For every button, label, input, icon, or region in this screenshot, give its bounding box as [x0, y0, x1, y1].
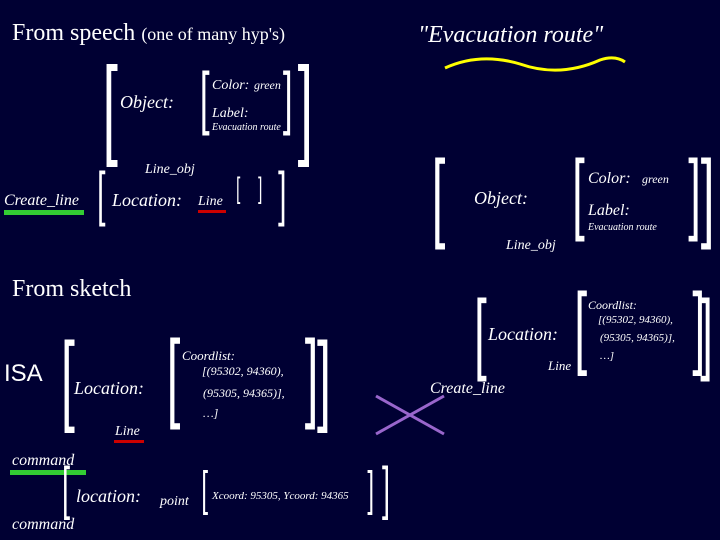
bracket-open-icon: [: [474, 288, 487, 378]
heading-from-speech-text: From speech: [12, 20, 135, 46]
sketch-left-coordlist: Coordlist:: [182, 348, 235, 364]
sketch-right-location: Location:: [488, 324, 558, 345]
command-point: point: [160, 494, 189, 510]
right-color-label: Color:: [588, 170, 631, 188]
right-color-value: green: [642, 172, 669, 187]
sketch-right-coordlist: Coordlist:: [588, 298, 637, 313]
sketch-right-line: Line: [548, 358, 571, 374]
isa-label: ISA: [4, 360, 43, 388]
bracket-open-icon: [: [236, 174, 240, 204]
right-line-obj: Line_obj: [506, 238, 556, 254]
location-label: Location:: [112, 190, 182, 211]
command-label-2: command: [12, 516, 74, 534]
bracket-close-icon: ]: [692, 280, 705, 372]
right-label-label: Label:: [588, 202, 630, 220]
object-label: Object:: [120, 92, 174, 113]
line-label: Line: [198, 194, 223, 210]
bracket-open-icon: [: [97, 164, 105, 224]
sketch-left-coord3: …]: [203, 406, 218, 421]
sketch-left-line: Line: [115, 424, 140, 440]
bracket-open-icon: [: [572, 148, 585, 238]
label-value: Evacuation route: [212, 122, 281, 133]
bracket-close-icon: ]: [317, 328, 331, 428]
bracket-open-icon: [: [200, 62, 210, 132]
label-label: Label:: [212, 106, 249, 122]
sketch-left-coord2: (95305, 94365)],: [203, 386, 285, 401]
sketch-right-coord3: …]: [600, 350, 614, 362]
bracket-open-icon: [: [103, 52, 118, 162]
bracket-close-icon: ]: [701, 146, 715, 244]
bracket-close-icon: ]: [367, 466, 374, 514]
quote-open: ": [418, 22, 428, 48]
red-underline-icon: [114, 440, 146, 444]
color-label: Color:: [212, 78, 249, 94]
bracket-close-icon: ]: [278, 164, 286, 224]
command-xcoord: Xcoord: 95305, Ycoord: 94365: [212, 490, 349, 502]
yellow-scribble-icon: [440, 50, 630, 80]
bracket-open-icon: [: [61, 328, 75, 428]
bracket-close-icon: ]: [283, 62, 293, 132]
purple-x-icon: [370, 390, 450, 440]
bracket-open-icon: [: [167, 326, 181, 424]
bracket-close-icon: ]: [382, 460, 390, 518]
right-label-value: Evacuation route: [588, 222, 657, 233]
sketch-left-location: Location:: [74, 378, 144, 399]
line-obj-label: Line_obj: [145, 162, 195, 178]
red-underline-icon: [198, 210, 228, 214]
heading-from-sketch: From sketch: [12, 276, 131, 303]
color-value: green: [254, 78, 281, 93]
create-line-label: Create_line: [4, 192, 79, 210]
quote-close: ": [593, 22, 603, 48]
bracket-open-icon: [: [62, 460, 70, 518]
heading-from-speech-sub: (one of many hyp's): [141, 24, 285, 44]
sketch-right-coord2: (95305, 94365)],: [600, 332, 675, 344]
sketch-right-coord1: [(95302, 94360),: [598, 314, 673, 326]
bracket-open-icon: [: [432, 146, 446, 244]
bracket-close-icon: ]: [298, 52, 313, 162]
bracket-open-icon: [: [574, 280, 587, 372]
bracket-close-icon: ]: [688, 148, 701, 238]
bracket-close-icon: ]: [305, 326, 319, 424]
bracket-close-icon: ]: [258, 174, 262, 204]
sketch-left-coord1: [(95302, 94360),: [202, 364, 284, 379]
heading-from-speech: From speech (one of many hyp's): [12, 20, 285, 47]
heading-evac-route-text: Evacuation route: [428, 22, 593, 48]
heading-evac-route: "Evacuation route": [418, 22, 603, 49]
right-object-label: Object:: [474, 188, 528, 209]
bracket-open-icon: [: [201, 466, 208, 514]
green-underline-icon: [4, 210, 84, 216]
green-underline-icon: [10, 470, 88, 476]
command-location-label: location:: [76, 486, 141, 507]
